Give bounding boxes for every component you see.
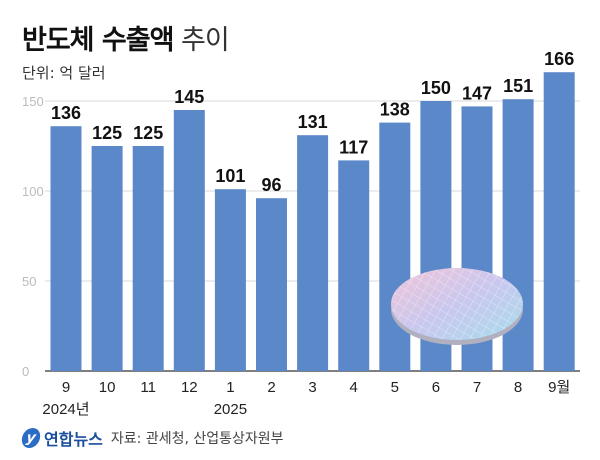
- data-label: 147: [462, 83, 492, 103]
- y-tick-label: 100: [22, 184, 44, 199]
- data-label: 136: [51, 103, 81, 123]
- x-tick-label: 1: [226, 379, 234, 396]
- year-label: 2025: [214, 401, 247, 418]
- x-tick-label: 3: [308, 379, 316, 396]
- data-label: 96: [261, 175, 281, 195]
- x-tick-label: 11: [140, 379, 156, 396]
- x-tick-label: 12: [181, 379, 198, 396]
- yonhap-logo: y 연합뉴스: [20, 426, 103, 450]
- bar: [338, 160, 370, 371]
- x-tick-label: 5: [391, 379, 399, 396]
- x-tick-label: 2: [267, 379, 275, 396]
- y-tick-label: 0: [22, 364, 29, 379]
- chart-title: 반도체 수출액 추이: [22, 18, 230, 57]
- bar: [543, 72, 575, 371]
- bar: [256, 198, 287, 371]
- y-tick-label: 50: [22, 274, 36, 289]
- title-light: 추이: [181, 25, 230, 56]
- data-label: 131: [298, 112, 328, 132]
- year-label: 2024년: [42, 401, 89, 418]
- bar: [50, 126, 82, 371]
- wafer-illustration: [391, 268, 523, 345]
- unit-label: 단위: 억 달러: [22, 64, 106, 82]
- x-tick-label: 8: [514, 379, 522, 396]
- data-label: 145: [174, 87, 204, 107]
- data-label: 125: [92, 123, 122, 143]
- bar: [379, 122, 411, 371]
- title-bold: 반도체 수출액: [22, 25, 174, 56]
- x-tick-label: 6: [432, 379, 440, 396]
- bar: [132, 146, 164, 371]
- bar: [214, 189, 246, 371]
- bar: [297, 135, 329, 371]
- data-label: 150: [421, 78, 451, 98]
- logo-text: 연합뉴스: [44, 430, 103, 449]
- data-label: 166: [544, 49, 574, 69]
- data-label: 101: [215, 166, 245, 186]
- logo-icon: y: [20, 428, 42, 448]
- bar: [91, 146, 123, 371]
- footer: y 연합뉴스 자료: 관세청, 산업통상자원부: [20, 426, 284, 450]
- y-tick-label: 150: [22, 94, 44, 109]
- source-text: 자료: 관세청, 산업통상자원부: [110, 431, 284, 447]
- data-label: 125: [133, 123, 163, 143]
- bar: [173, 110, 205, 371]
- x-tick-label: 9월: [548, 379, 570, 396]
- x-tick-label: 7: [473, 379, 481, 396]
- data-label: 138: [380, 100, 410, 120]
- x-tick-label: 4: [350, 379, 358, 396]
- data-label: 117: [339, 137, 368, 157]
- data-label: 151: [503, 76, 533, 96]
- x-tick-label: 9: [62, 379, 70, 396]
- x-tick-label: 10: [99, 379, 116, 396]
